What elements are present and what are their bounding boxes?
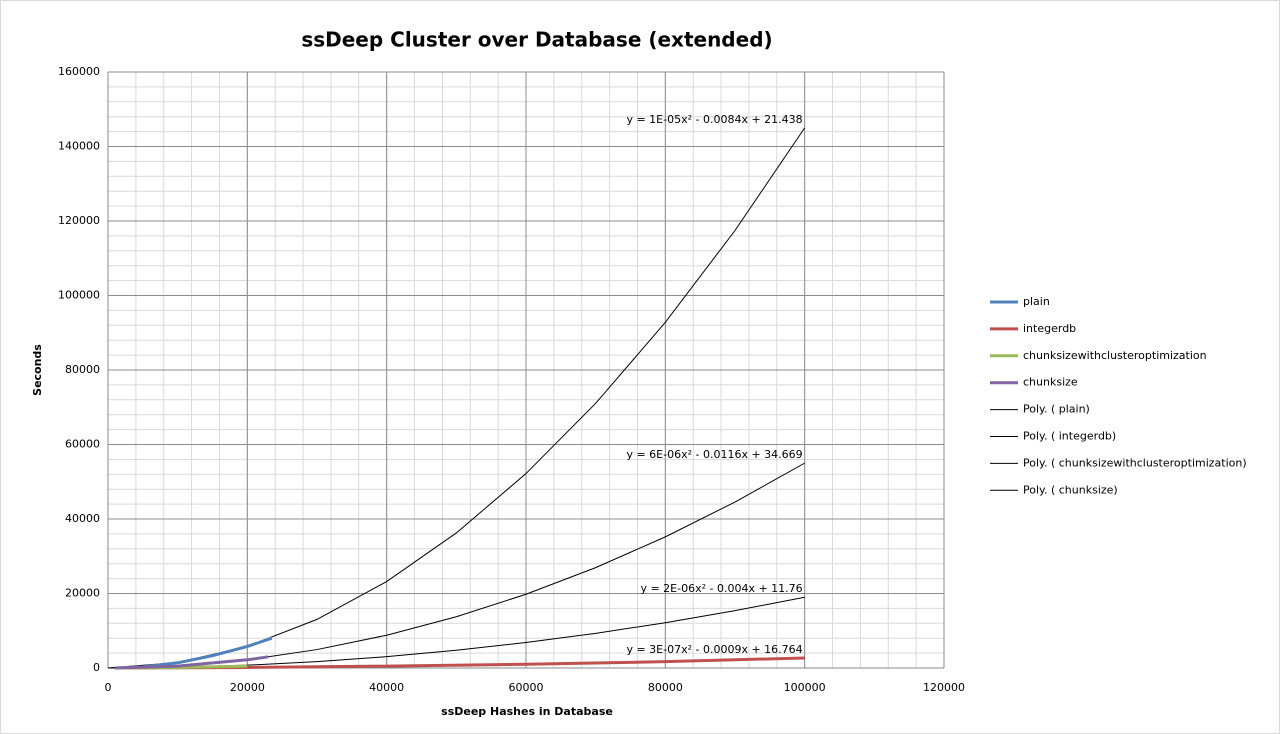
legend-label: Poly. ( chunksizewithclusteroptimization… — [1023, 456, 1247, 469]
series-line — [114, 655, 269, 670]
y-axis-label: Seconds — [31, 344, 44, 396]
x-tick-label: 100000 — [784, 681, 826, 694]
x-axis-label: ssDeep Hashes in Database — [441, 705, 613, 718]
y-tick-label: 80000 — [65, 363, 100, 376]
y-tick-label: 60000 — [65, 438, 100, 451]
y-tick-label: 100000 — [58, 289, 100, 302]
y-tick-label: 0 — [93, 661, 100, 674]
legend-label: Poly. ( chunksize) — [1023, 483, 1118, 496]
y-tick-label: 40000 — [65, 512, 100, 525]
chart-title: ssDeep Cluster over Database (extended) — [301, 28, 772, 52]
y-tick-label: 140000 — [58, 140, 100, 153]
x-tick-label: 40000 — [369, 681, 404, 694]
legend-label: plain — [1023, 295, 1050, 308]
legend-label: integerdb — [1023, 322, 1076, 335]
legend-label: Poly. ( plain) — [1023, 403, 1090, 416]
y-tick-label: 120000 — [58, 214, 100, 227]
x-tick-label: 20000 — [230, 681, 265, 694]
x-tick-label: 80000 — [648, 681, 683, 694]
trendline-equation: y = 1E-05x² - 0.0084x + 21.438 — [626, 113, 802, 126]
trendline-equation: y = 6E-06x² - 0.0116x + 34.669 — [626, 448, 802, 461]
legend-label: Poly. ( integerdb) — [1023, 430, 1116, 443]
x-tick-label: 0 — [105, 681, 112, 694]
trendline-equation: y = 3E-07x² - 0.0009x + 16.764 — [626, 643, 802, 656]
x-tick-label: 120000 — [923, 681, 965, 694]
y-tick-label: 20000 — [65, 587, 100, 600]
legend-label: chunksizewithclusteroptimization — [1023, 349, 1207, 362]
y-tick-label: 160000 — [58, 65, 100, 78]
x-tick-label: 60000 — [509, 681, 544, 694]
trendline-equation: y = 2E-06x² - 0.004x + 11.76 — [640, 582, 802, 595]
legend-label: chunksize — [1023, 376, 1078, 389]
